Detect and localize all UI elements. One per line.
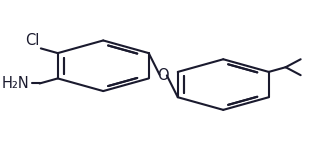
Text: O: O bbox=[157, 68, 169, 83]
Text: Cl: Cl bbox=[25, 33, 39, 48]
Text: H₂N: H₂N bbox=[1, 76, 29, 91]
